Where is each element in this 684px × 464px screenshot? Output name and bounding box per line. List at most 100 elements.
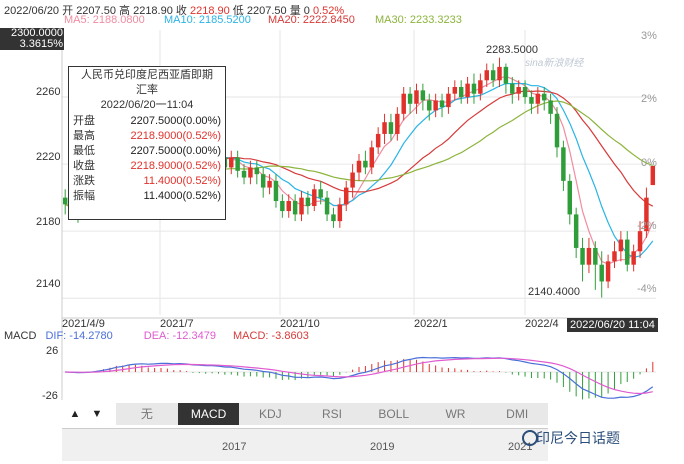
arrow-down-button[interactable]: ▼ — [91, 408, 103, 420]
candle-body — [363, 160, 368, 168]
candle-body — [510, 83, 515, 94]
candle-body — [241, 170, 247, 178]
candle-body — [535, 93, 541, 104]
ma30-legend: MA30: 2233.3233 — [375, 14, 462, 26]
candle-body — [382, 122, 387, 134]
macd-dea-line — [65, 357, 653, 395]
candle-body — [580, 247, 585, 265]
candle-body — [503, 66, 509, 84]
low-label: 低 — [232, 5, 244, 17]
candle-body — [465, 83, 470, 98]
volume-label: 量 — [289, 5, 301, 17]
candle-body — [446, 93, 451, 108]
tooltip-value: 11.4000(0.52%) — [143, 175, 221, 187]
candle-body — [318, 189, 323, 198]
candle-body — [618, 239, 624, 252]
macd-dif-line — [65, 356, 654, 399]
x-tick: 2021/4/9 — [62, 318, 105, 330]
pct-tick: 0% — [641, 157, 657, 169]
pct-tick: 3% — [641, 30, 657, 42]
range-navigator[interactable] — [62, 428, 548, 461]
candle-body — [292, 201, 298, 215]
quote-header: 2022/06/20 开 2207.50 高 2218.90 收 2218.90… — [4, 2, 344, 18]
tooltip-value: 11.4000(0.52%) — [143, 190, 221, 202]
candle-body — [235, 157, 240, 171]
pct-tick: 2% — [641, 93, 657, 105]
tooltip-key: 开盘 — [73, 115, 95, 127]
arrow-up-button[interactable]: ▲ — [69, 408, 81, 420]
candle-body — [375, 133, 381, 148]
candle-body — [331, 214, 336, 222]
close-label: 收 — [175, 5, 187, 17]
tooltip-value: 2218.9000(0.52%) — [130, 160, 221, 172]
candle-body — [280, 201, 285, 212]
tooltip-key: 振幅 — [73, 190, 95, 202]
price-tick: 2140 — [36, 278, 61, 290]
candle-body — [490, 70, 496, 81]
candle-body — [273, 180, 279, 201]
candle-body — [529, 97, 534, 104]
tooltip-key: 最高 — [73, 130, 95, 142]
volume-value: 0 — [303, 5, 310, 17]
candle-body — [522, 87, 528, 98]
tab-none[interactable]: 无 — [140, 407, 153, 421]
navigator-year: 2017 — [222, 441, 247, 453]
ma5-legend: MA5: 2188.0800 — [64, 14, 145, 26]
tooltip-value: 2207.5000(0.00%) — [130, 115, 221, 127]
tooltip-row-high: 最高 2218.9000(0.52%) — [69, 129, 225, 144]
candle-body — [407, 93, 413, 104]
candle-body — [439, 100, 445, 108]
tooltip-row-change: 涨跌 11.4000(0.52%) — [69, 174, 225, 189]
candle-body — [305, 197, 311, 207]
tooltip-row-close: 收盘 2218.9000(0.52%) — [69, 159, 225, 174]
ma10-legend: MA10: 2185.5200 — [164, 14, 251, 26]
candle-body — [324, 197, 330, 215]
tab-rsi[interactable]: RSI — [322, 407, 343, 421]
sina-watermark-logo: sina新浪财经 — [525, 58, 584, 69]
close-value: 2218.90 — [189, 5, 230, 17]
candle-body — [248, 167, 253, 178]
candle-body — [516, 87, 521, 94]
min-price-label: 2140.4000 — [528, 286, 580, 298]
indicator-tabs: 无 MACD KDJ RSI BOLL WR DMI — [116, 403, 548, 425]
tab-boll[interactable]: BOLL — [378, 407, 410, 421]
candle-body — [62, 197, 68, 205]
macd-chart — [62, 356, 656, 400]
macd-name: MACD — [4, 330, 37, 342]
tooltip-title-1: 人民币兑印度尼西亚盾即期 — [81, 69, 213, 81]
candle-body — [299, 197, 304, 215]
x-tick: 2022/1 — [414, 318, 448, 330]
tab-wr[interactable]: WR — [445, 407, 466, 421]
candle-body — [593, 247, 598, 265]
x-tick: 2021/10 — [280, 318, 320, 330]
candle-body — [427, 100, 432, 111]
macd-legend: MACD DIF: -14.2780 DEA: -12.3479 MACD: -… — [4, 330, 309, 342]
tooltip-row-low: 最低 2207.5000(0.00%) — [69, 144, 225, 159]
tab-kdj[interactable]: KDJ — [258, 407, 282, 421]
open-label: 开 — [62, 5, 74, 17]
candle-body — [401, 93, 406, 114]
tooltip-row-open: 开盘 2207.5000(0.00%) — [69, 114, 225, 129]
tooltip-row-amplitude: 振幅 11.4000(0.52%) — [69, 189, 225, 204]
navigator-year: 2019 — [370, 441, 395, 453]
candle-body — [650, 165, 656, 186]
cursor-datetime-tag: 2022/06/20 11:04 — [567, 318, 658, 332]
header-date: 2022/06/20 — [4, 5, 60, 17]
candle-body — [458, 87, 464, 98]
x-tick: 2021/7 — [160, 318, 194, 330]
tooltip-datetime: 2022/06/20一11:04 — [100, 99, 194, 111]
candle-body — [433, 100, 438, 111]
candle-body — [599, 264, 604, 282]
candle-body — [631, 251, 636, 265]
tab-dmi[interactable]: DMI — [506, 407, 529, 421]
tooltip-key: 收盘 — [73, 160, 95, 172]
watermark-text: 印尼今日话题 — [536, 430, 620, 446]
tooltip-value: 2218.9000(0.52%) — [130, 130, 221, 142]
candle-body — [554, 113, 560, 148]
tab-macd[interactable]: MACD — [177, 403, 240, 425]
candle-body — [612, 251, 617, 262]
macd-value: MACD: -3.8603 — [233, 330, 309, 342]
candle-body — [337, 204, 343, 222]
max-price-label: 2283.5000 — [486, 44, 538, 56]
candle-body — [644, 197, 649, 232]
